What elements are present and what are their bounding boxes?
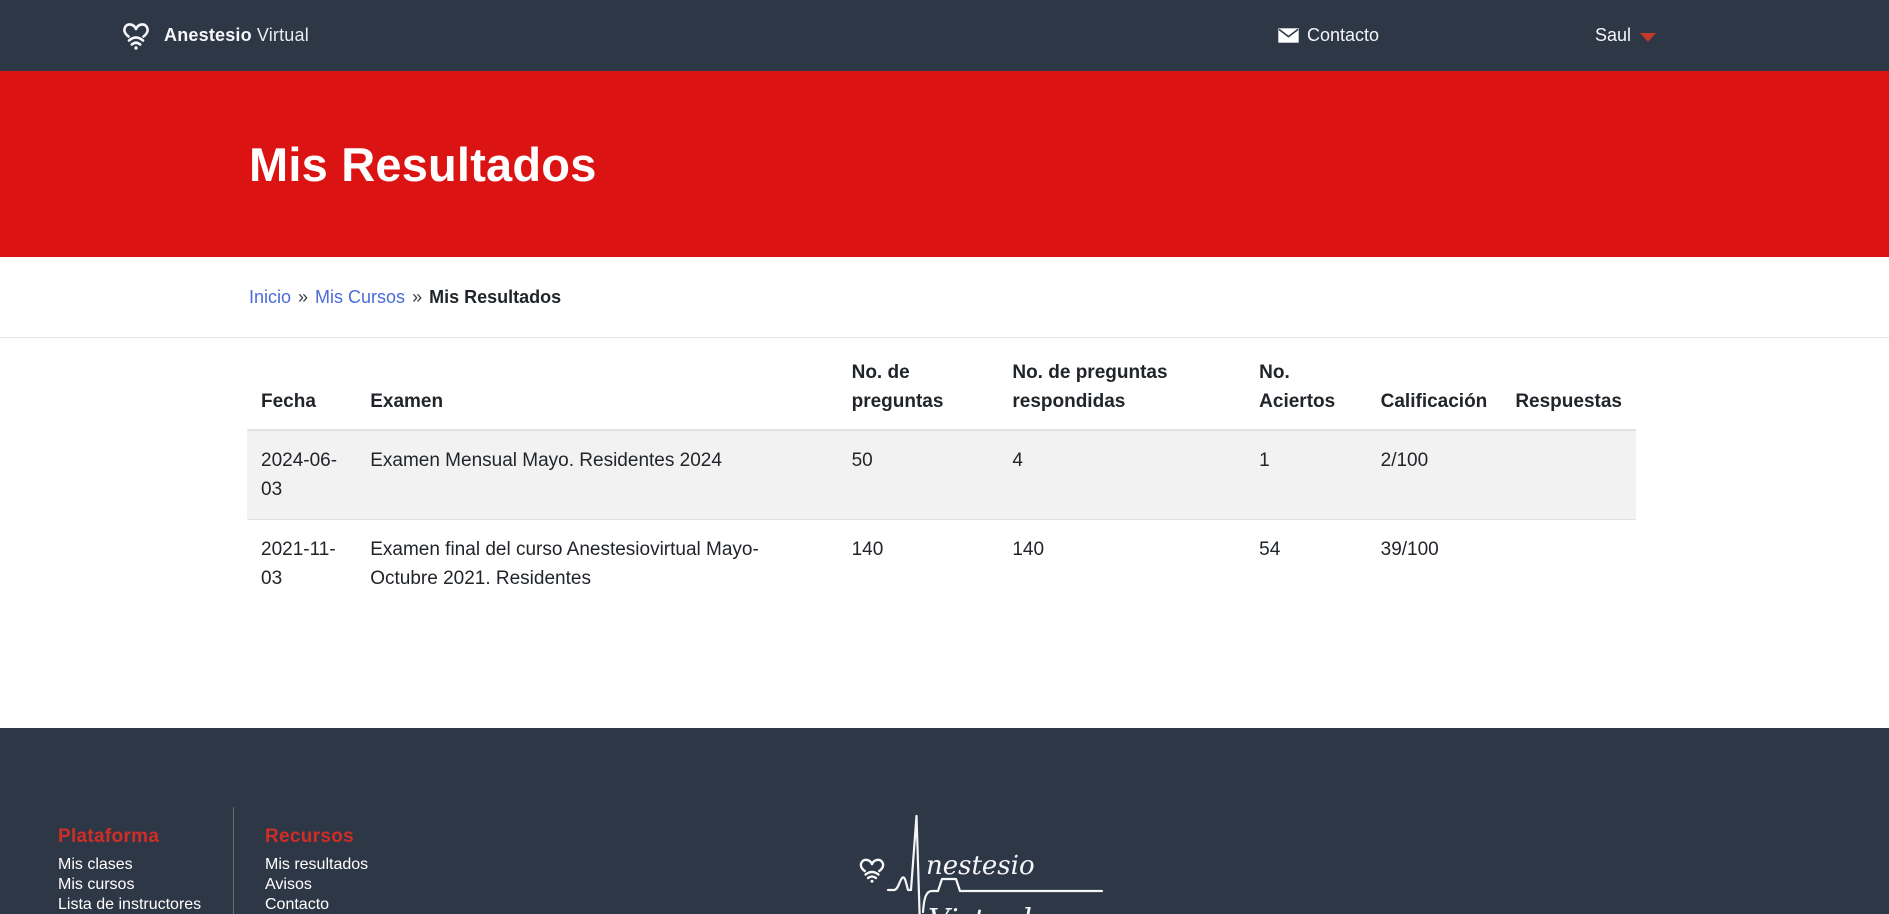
- footer-link-mis-cursos[interactable]: Mis cursos: [58, 876, 135, 893]
- top-navbar: Anestesio Virtual Contacto Saul: [0, 0, 1889, 71]
- page-header-band: Mis Resultados: [0, 71, 1889, 257]
- footer-heading-recursos: Recursos: [265, 826, 354, 847]
- footer-divider: [233, 807, 234, 914]
- footer-heading-plataforma: Plataforma: [58, 826, 160, 847]
- brand-name: Anestesio Virtual: [164, 25, 309, 45]
- cell-calificacion: 39/100: [1366, 519, 1502, 608]
- cell-respuestas: [1501, 429, 1636, 520]
- footer-link-lista-instructores[interactable]: Lista de instructores: [58, 896, 202, 913]
- table-row: 2021-11-03 Examen final del curso Aneste…: [247, 519, 1636, 608]
- cell-examen: Examen final del curso Anestesiovirtual …: [356, 519, 838, 608]
- footer-link-avisos[interactable]: Avisos: [265, 876, 312, 893]
- cell-calificacion: 2/100: [1366, 429, 1502, 520]
- footer-link-mis-resultados[interactable]: Mis resultados: [265, 856, 369, 873]
- logo-script-virtual: Virtual: [928, 903, 1032, 914]
- header-num-aciertos: No. Aciertos: [1245, 348, 1367, 431]
- table-row: 2024-06-03 Examen Mensual Mayo. Resident…: [247, 429, 1636, 520]
- table-header-row: Fecha Examen No. de preguntas No. de pre…: [247, 348, 1636, 431]
- user-name: Saul: [1595, 25, 1632, 45]
- envelope-icon: [1278, 28, 1299, 43]
- heartbeat-logo-icon: nestesio Virtual: [859, 814, 1104, 914]
- breadcrumb-link-inicio[interactable]: Inicio: [249, 286, 292, 307]
- logo-script-anestesio: nestesio: [926, 851, 1035, 881]
- chevron-down-icon: [1640, 32, 1657, 42]
- header-calificacion: Calificación: [1366, 348, 1502, 431]
- footer-column-recursos: Recursos Mis resultados Avisos Contacto: [265, 826, 368, 914]
- breadcrumb-separator: »: [412, 286, 423, 307]
- cell-num-respondidas: 140: [998, 519, 1246, 608]
- main-content: Fecha Examen No. de preguntas No. de pre…: [0, 338, 1889, 728]
- results-table-container: Fecha Examen No. de preguntas No. de pre…: [247, 348, 1636, 608]
- header-num-preguntas: No. de preguntas: [837, 348, 999, 431]
- page-title: Mis Resultados: [249, 137, 597, 191]
- cell-examen: Examen Mensual Mayo. Residentes 2024: [356, 429, 838, 520]
- header-fecha: Fecha: [247, 348, 357, 431]
- cell-num-aciertos: 1: [1245, 429, 1367, 520]
- nav-contact-link[interactable]: Contacto: [1278, 0, 1379, 71]
- page-footer: Plataforma Mis clases Mis cursos Lista d…: [0, 728, 1889, 914]
- breadcrumb: Inicio » Mis Cursos » Mis Resultados: [0, 257, 1889, 338]
- breadcrumb-current: Mis Resultados: [429, 286, 562, 307]
- footer-link-mis-clases[interactable]: Mis clases: [58, 856, 133, 873]
- footer-link-contacto[interactable]: Contacto: [265, 896, 330, 913]
- user-menu[interactable]: Saul: [1595, 0, 1657, 71]
- heart-wifi-icon: [120, 21, 152, 50]
- cell-fecha: 2024-06-03: [247, 429, 357, 520]
- cell-num-aciertos: 54: [1245, 519, 1367, 608]
- cell-num-preguntas: 50: [837, 429, 999, 520]
- footer-logo: nestesio Virtual: [850, 808, 1120, 914]
- breadcrumb-link-mis-cursos[interactable]: Mis Cursos: [315, 286, 406, 307]
- results-table: Fecha Examen No. de preguntas No. de pre…: [247, 348, 1636, 608]
- header-examen: Examen: [356, 348, 838, 431]
- cell-respuestas: [1501, 519, 1636, 608]
- header-respuestas: Respuestas: [1501, 348, 1636, 431]
- cell-fecha: 2021-11-03: [247, 519, 357, 608]
- footer-column-plataforma: Plataforma Mis clases Mis cursos Lista d…: [58, 826, 201, 914]
- cell-num-respondidas: 4: [998, 429, 1246, 520]
- brand-logo[interactable]: Anestesio Virtual: [120, 0, 309, 71]
- header-num-respondidas: No. de preguntas respondidas: [998, 348, 1246, 431]
- cell-num-preguntas: 140: [837, 519, 999, 608]
- breadcrumb-separator: »: [298, 286, 309, 307]
- nav-contact-label: Contacto: [1307, 25, 1380, 45]
